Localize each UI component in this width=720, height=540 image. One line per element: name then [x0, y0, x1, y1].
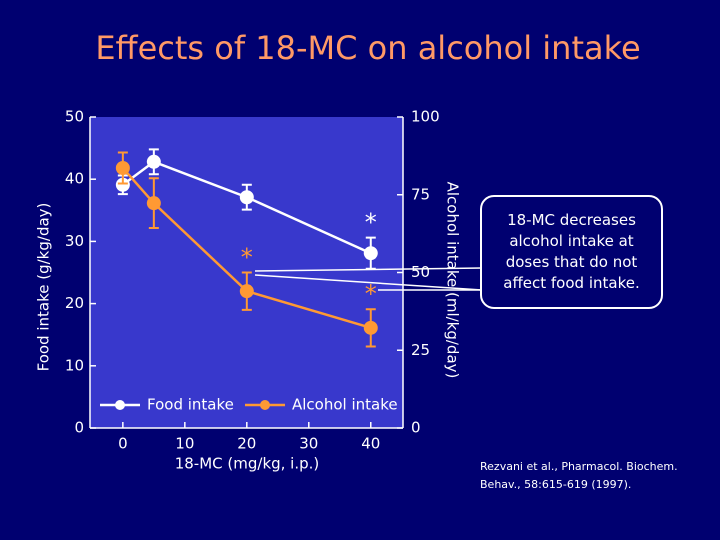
x-tick-label: 0 [118, 435, 128, 453]
legend-marker [260, 400, 270, 410]
data-point [363, 246, 378, 261]
significance-marker: * [365, 280, 377, 308]
y-tick-label: 10 [65, 356, 84, 374]
callout: 18-MC decreases alcohol intake at doses … [480, 195, 663, 309]
x-tick-label: 20 [237, 435, 256, 453]
data-point [239, 284, 254, 299]
y2-tick-label: 75 [411, 185, 430, 203]
chart-title: Effects of 18-MC on alcohol intake [95, 29, 640, 67]
legend-label: Food intake [147, 396, 234, 414]
data-point [115, 177, 130, 192]
x-tick-label: 30 [299, 435, 318, 453]
legend-marker [115, 400, 125, 410]
data-point [146, 196, 161, 211]
y-axis-label: Food intake (g/kg/day) [35, 203, 53, 372]
data-point [146, 154, 161, 169]
legend-label: Alcohol intake [292, 396, 398, 414]
y-tick-label: 20 [65, 294, 84, 312]
y-tick-label: 50 [65, 108, 84, 126]
significance-marker: * [241, 244, 253, 272]
x-tick-label: 10 [175, 435, 194, 453]
series-line [122, 160, 372, 255]
x-tick-label: 40 [361, 435, 380, 453]
y2-tick-label: 25 [411, 341, 430, 359]
y-tick-label: 0 [74, 419, 84, 437]
series-line [121, 167, 372, 330]
callout-pointer [254, 274, 483, 291]
y-tick-label: 40 [65, 170, 84, 188]
data-point [115, 161, 130, 176]
y2-tick-label: 100 [411, 108, 440, 126]
citation: Rezvani et al., Pharmacol. Biochem. Beha… [480, 460, 678, 491]
y2-tick-label: 50 [411, 263, 430, 281]
y-tick-label: 30 [65, 232, 84, 250]
significance-marker: * [365, 209, 377, 237]
y2-axis-label: Alcohol intake (ml/kg/day) [444, 182, 462, 379]
data-point [363, 320, 378, 335]
data-point [239, 190, 254, 205]
y2-tick-label: 0 [411, 419, 421, 437]
x-axis-label: 18-MC (mg/kg, i.p.) [175, 455, 320, 473]
